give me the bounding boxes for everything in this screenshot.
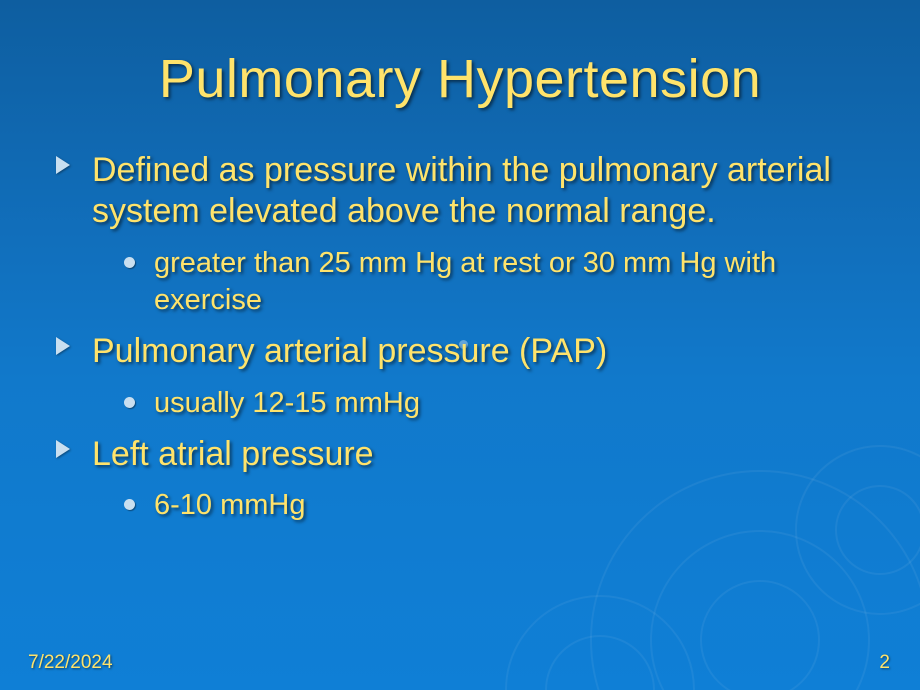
bullet-text: 6-10 mmHg bbox=[154, 489, 306, 521]
bullet-level2: 6-10 mmHg bbox=[124, 487, 880, 524]
footer-date: 7/22/2024 bbox=[28, 652, 113, 674]
bullet-dot-icon bbox=[124, 499, 135, 510]
bullet-level1: Left atrial pressure bbox=[56, 434, 880, 475]
bullet-text: Left atrial pressure bbox=[92, 435, 374, 473]
ring-decoration bbox=[505, 595, 695, 690]
bullet-level2: usually 12-15 mmHg bbox=[124, 385, 880, 422]
bullet-text: usually 12-15 mmHg bbox=[154, 387, 420, 419]
chevron-right-icon bbox=[56, 440, 70, 458]
chevron-right-icon bbox=[56, 337, 70, 355]
bullet-level1: Pulmonary arterial pressure (PAP) bbox=[56, 331, 880, 372]
chevron-right-icon bbox=[56, 156, 70, 174]
bullet-level2: greater than 25 mm Hg at rest or 30 mm H… bbox=[124, 245, 880, 319]
footer-page-number: 2 bbox=[879, 652, 890, 674]
ring-decoration bbox=[650, 530, 870, 690]
bullet-level1: Defined as pressure within the pulmonary… bbox=[56, 150, 880, 233]
bullet-dot-icon bbox=[124, 257, 135, 268]
slide-title: Pulmonary Hypertension bbox=[0, 48, 920, 110]
ring-decoration bbox=[545, 635, 655, 690]
bullet-dot-icon bbox=[124, 397, 135, 408]
slide-content: Defined as pressure within the pulmonary… bbox=[56, 150, 880, 536]
slide: Pulmonary Hypertension Defined as pressu… bbox=[0, 0, 920, 690]
bullet-text: Pulmonary arterial pressure (PAP) bbox=[92, 332, 607, 370]
bullet-text: greater than 25 mm Hg at rest or 30 mm H… bbox=[154, 247, 776, 316]
ring-decoration bbox=[700, 580, 820, 690]
bullet-text: Defined as pressure within the pulmonary… bbox=[92, 151, 831, 230]
